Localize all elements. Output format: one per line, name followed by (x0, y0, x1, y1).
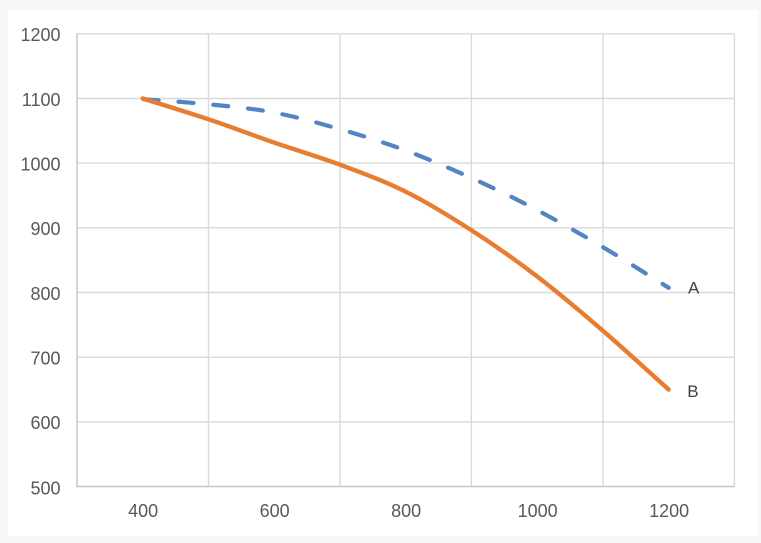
svg-text:1000: 1000 (20, 154, 60, 174)
svg-text:B: B (687, 382, 698, 401)
svg-text:600: 600 (260, 501, 290, 521)
svg-text:900: 900 (30, 219, 60, 239)
svg-text:A: A (688, 279, 700, 298)
svg-text:1100: 1100 (22, 90, 61, 110)
svg-text:400: 400 (128, 501, 158, 521)
svg-text:700: 700 (30, 349, 60, 369)
svg-text:800: 800 (391, 501, 421, 521)
svg-text:800: 800 (30, 284, 60, 304)
svg-text:600: 600 (30, 413, 60, 433)
svg-text:1200: 1200 (20, 25, 60, 45)
svg-text:500: 500 (30, 478, 60, 498)
svg-text:1000: 1000 (518, 501, 558, 521)
svg-text:1200: 1200 (649, 501, 689, 521)
